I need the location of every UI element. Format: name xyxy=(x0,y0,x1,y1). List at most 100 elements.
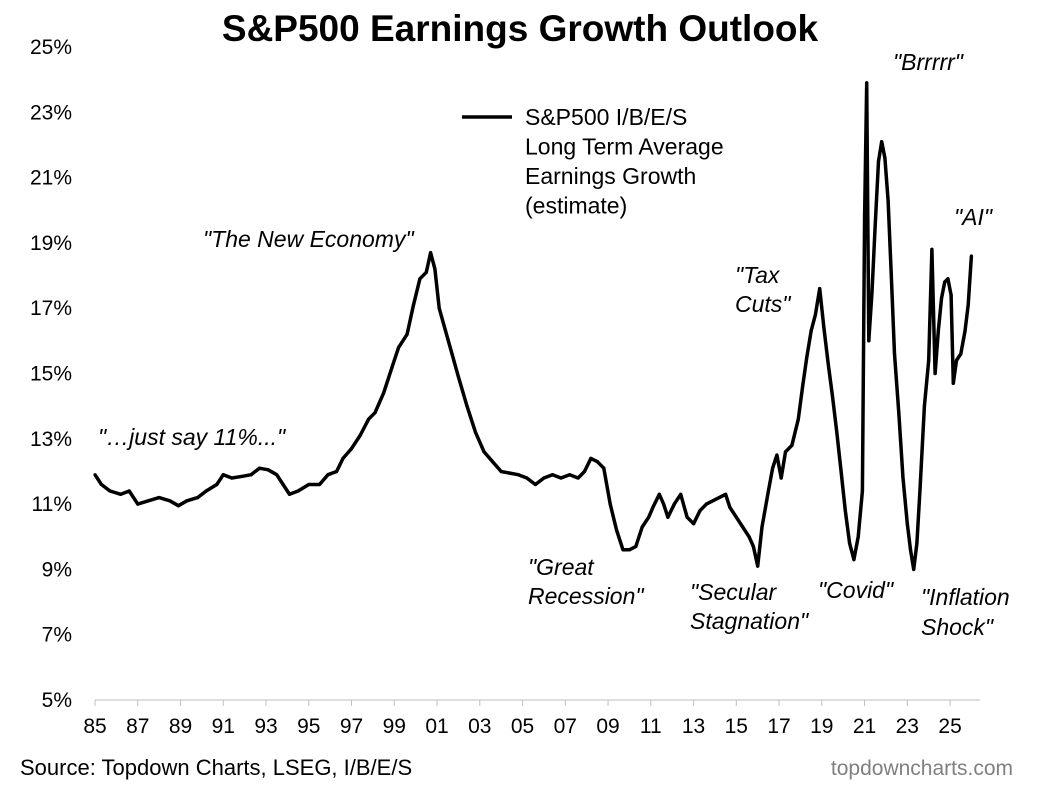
data-point xyxy=(196,496,200,500)
y-tick-label: 15% xyxy=(30,363,72,386)
legend-label: Long Term Average xyxy=(525,134,724,160)
data-point xyxy=(473,430,478,434)
series-layer xyxy=(93,81,974,572)
x-tick-label: 25 xyxy=(938,715,961,738)
data-point xyxy=(634,544,638,549)
data-point xyxy=(949,293,953,297)
y-tick-label: 11% xyxy=(32,493,72,516)
data-point xyxy=(886,198,890,203)
data-point xyxy=(608,502,612,506)
data-point xyxy=(176,504,180,508)
data-point xyxy=(516,473,520,477)
annotation-label: "Secular xyxy=(690,579,777,605)
data-point xyxy=(870,290,874,294)
data-point xyxy=(783,450,788,454)
data-point xyxy=(969,254,974,258)
y-axis: 5% 7% 9% 11% 13% 15% 17% 19% 21% 23% 25% xyxy=(30,36,72,712)
y-tick-label: 17% xyxy=(30,297,72,320)
annotation-label: "Tax xyxy=(735,262,781,288)
data-point xyxy=(249,473,253,477)
data-point xyxy=(685,515,689,519)
data-point xyxy=(157,496,161,500)
data-point xyxy=(915,541,919,545)
data-point xyxy=(873,221,877,225)
data-point xyxy=(672,502,676,506)
source-note: Source: Topdown Charts, LSEG, I/B/E/S xyxy=(20,755,413,780)
data-point xyxy=(930,247,934,251)
annotation-label: Cuts" xyxy=(735,291,792,317)
data-point xyxy=(136,502,140,506)
x-tick-label: 01 xyxy=(425,715,448,738)
data-point xyxy=(666,515,670,519)
data-point xyxy=(602,466,606,470)
data-point xyxy=(963,329,967,333)
data-point xyxy=(358,433,362,438)
data-point xyxy=(883,156,887,160)
data-point xyxy=(411,303,416,307)
x-tick-label: 09 xyxy=(596,715,619,738)
data-point xyxy=(860,489,865,493)
x-tick-label: 85 xyxy=(83,715,106,738)
watermark-text: topdowncharts.com xyxy=(830,757,1013,780)
y-tick-label: 25% xyxy=(30,36,72,59)
data-point xyxy=(119,492,123,496)
data-point xyxy=(848,541,852,545)
x-tick-label: 97 xyxy=(340,715,363,738)
annotation-label: "Great xyxy=(528,554,595,580)
data-point xyxy=(296,489,300,493)
data-point xyxy=(734,515,738,519)
data-point xyxy=(240,474,245,478)
data-point xyxy=(127,489,131,493)
data-point xyxy=(99,482,103,487)
data-point xyxy=(482,450,486,454)
data-point xyxy=(912,567,916,572)
x-tick-label: 95 xyxy=(297,715,320,738)
legend-label: Earnings Growth xyxy=(525,163,696,189)
data-point xyxy=(499,469,503,474)
data-point xyxy=(651,505,655,509)
data-point xyxy=(491,460,495,464)
data-point xyxy=(843,509,847,513)
annotation-label: "…just say 11%..." xyxy=(98,424,287,450)
data-point xyxy=(790,443,794,447)
data-point xyxy=(830,394,835,398)
annotation-label: "Covid" xyxy=(818,577,895,603)
data-point xyxy=(662,502,666,506)
data-point xyxy=(429,251,433,255)
x-tick-label: 21 xyxy=(853,715,876,738)
data-point xyxy=(287,492,292,496)
data-point xyxy=(615,528,619,532)
data-point xyxy=(589,456,593,460)
data-point xyxy=(204,489,208,493)
data-point xyxy=(856,535,860,539)
data-point xyxy=(93,473,97,477)
data-point xyxy=(390,365,394,369)
data-point xyxy=(704,502,709,506)
data-point xyxy=(533,482,538,487)
data-point xyxy=(168,499,172,503)
data-point xyxy=(892,352,897,356)
data-point xyxy=(525,476,529,480)
annotation-label: "AI" xyxy=(954,204,994,230)
data-point xyxy=(542,476,546,480)
x-tick-label: 99 xyxy=(383,715,406,738)
data-point xyxy=(751,544,756,549)
data-point xyxy=(437,306,441,310)
x-tick-label: 17 xyxy=(767,715,790,738)
data-point xyxy=(939,296,944,300)
data-point xyxy=(880,140,884,144)
x-tick-label: 15 xyxy=(725,715,748,738)
data-point xyxy=(698,509,702,513)
legend-label: S&P500 I/B/E/S xyxy=(525,104,687,130)
data-point xyxy=(946,277,950,281)
data-point xyxy=(465,404,469,408)
x-tick-label: 07 xyxy=(554,715,577,738)
data-point xyxy=(657,492,661,496)
data-point xyxy=(822,326,826,330)
legend: S&P500 I/B/E/S Long Term Average Earnings … xyxy=(462,104,724,219)
data-point xyxy=(582,469,587,474)
data-point xyxy=(444,329,448,333)
data-point xyxy=(456,375,460,379)
data-point xyxy=(959,352,963,356)
